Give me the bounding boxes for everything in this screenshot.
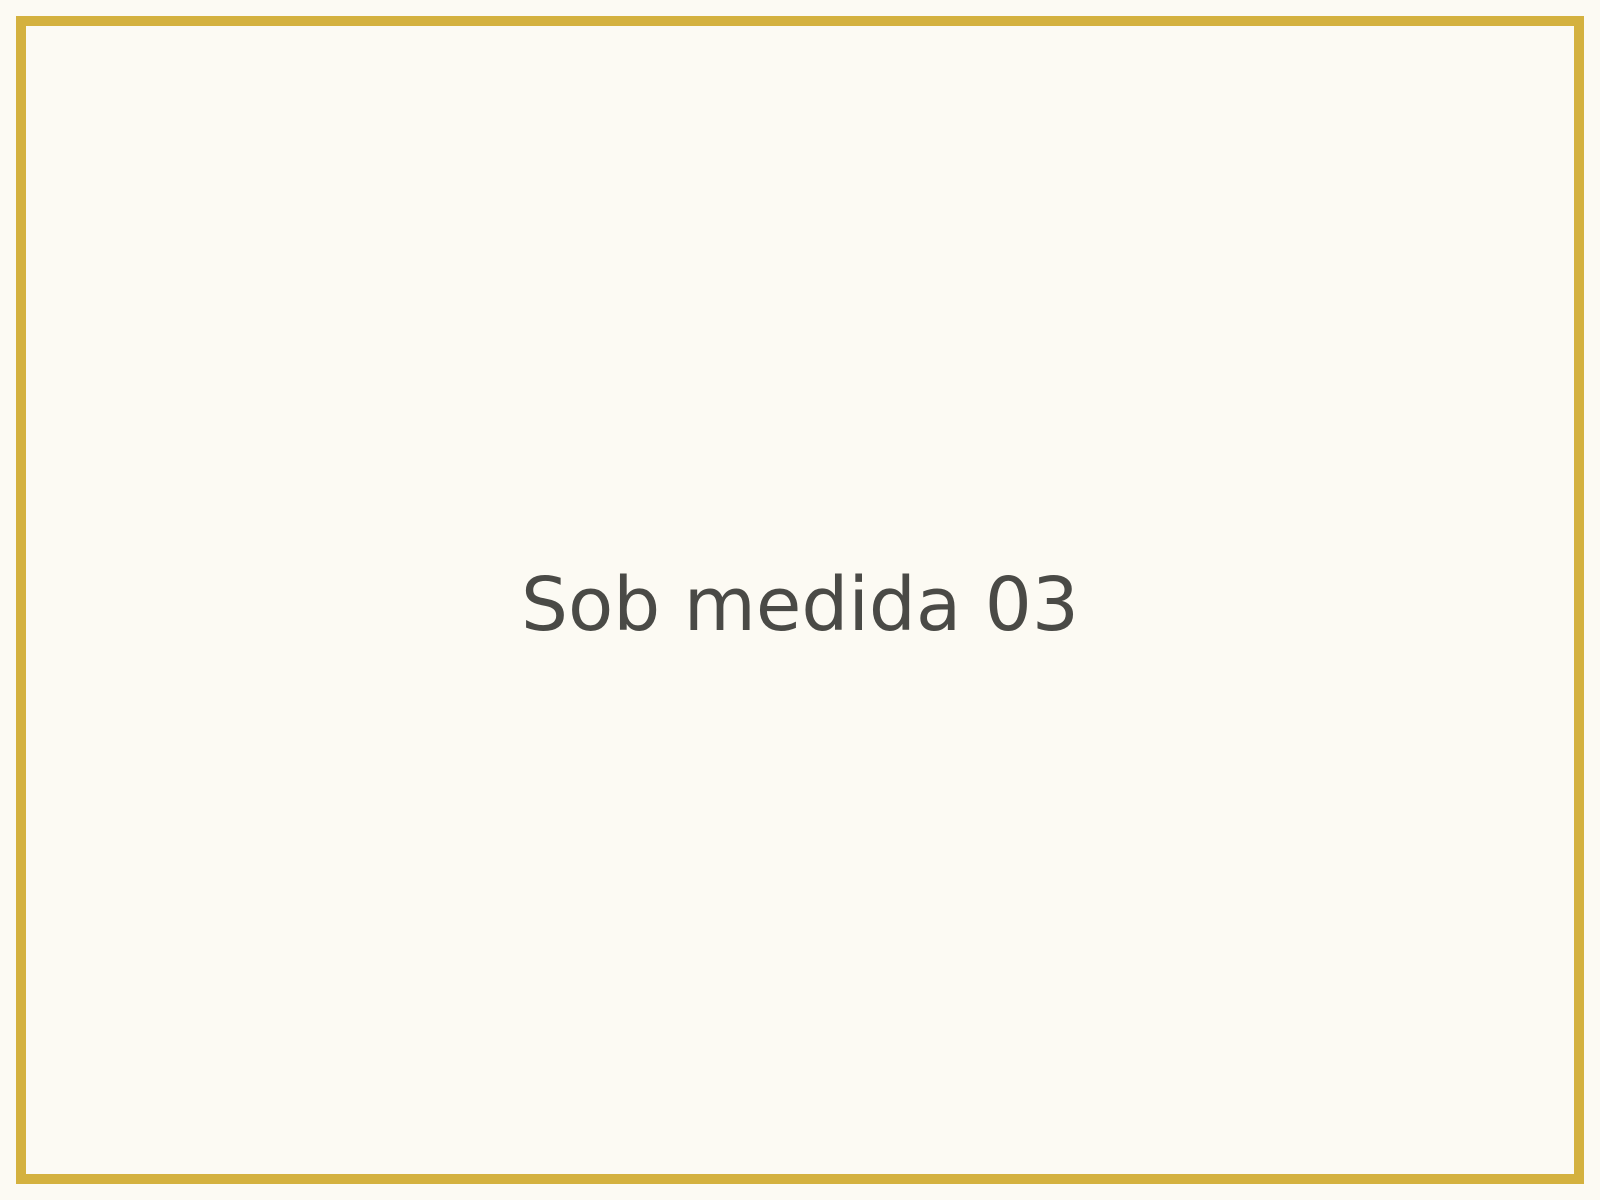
caption-text: Sob medida 03 [521,562,1079,648]
gold-frame [16,16,1584,1184]
